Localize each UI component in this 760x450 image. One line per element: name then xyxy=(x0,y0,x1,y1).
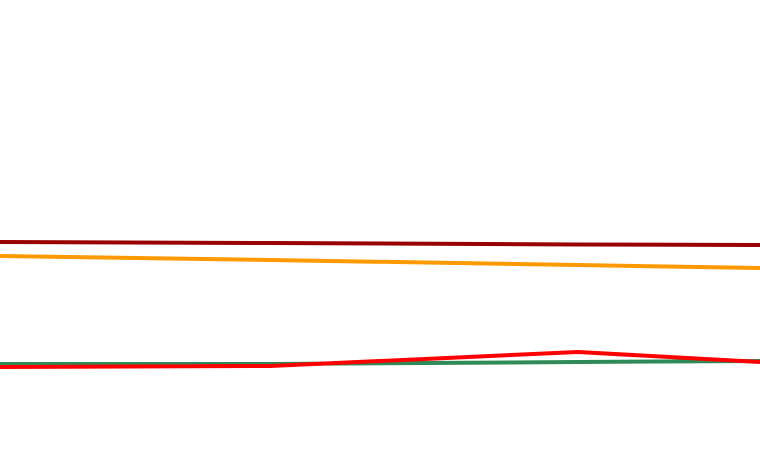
series-line xyxy=(0,254,760,270)
series-line xyxy=(0,240,760,247)
series-line xyxy=(0,359,760,366)
series-line xyxy=(0,350,760,369)
